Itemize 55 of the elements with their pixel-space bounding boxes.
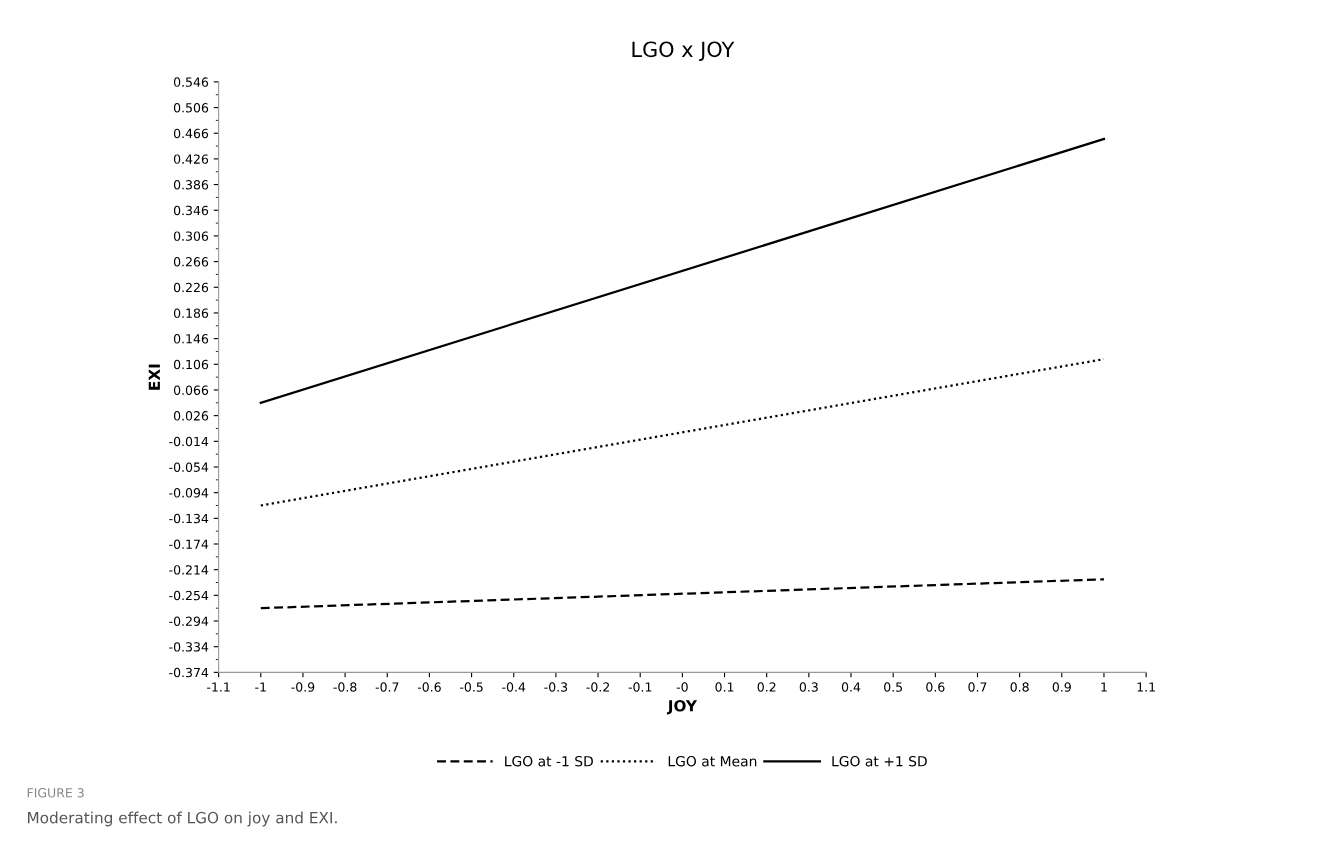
legend-label: LGO at -1 SD [505,755,593,767]
x-axis-title: JOY [666,700,698,715]
y-tick-label: 0.426 [173,154,209,164]
y-tick-label: -0.094 [169,488,209,498]
x-tick-label: 1 [1101,682,1107,692]
x-tick-label: -0.7 [375,682,399,692]
y-tick-label: -0.334 [169,642,209,652]
y-tick-label: -0.374 [169,667,209,678]
y-tick-label: 0.186 [173,308,209,318]
legend-label: LGO at Mean [668,755,757,767]
y-tick-label: 0.106 [173,359,209,370]
y-tick-label: 0.466 [173,128,209,139]
text: Moderating effect of LGO on joy and EXI. [28,811,337,827]
y-tick-label: -0.254 [169,590,209,601]
y-tick-label: 0.306 [173,231,209,241]
x-tick-label: -0.1 [628,682,652,692]
y-axis-title: EXI [148,364,160,390]
x-tick-label: 1.1 [1137,682,1155,692]
y-tick-label: -0.174 [169,539,209,549]
x-tick-label: 0.8 [1010,682,1029,692]
caption: FIGURE 3 [27,788,84,798]
y-tick-label: 0.226 [173,282,209,293]
x-tick-label: -0 [676,682,688,692]
x-tick-label: -0.9 [291,682,315,692]
x-tick-label: -0.5 [460,682,483,692]
chart-title: LGO x JOY [632,41,735,62]
x-tick-label: -0.8 [333,682,357,692]
y-tick-label: -0.014 [169,436,209,447]
y-tick-label: -0.054 [169,462,209,472]
y-tick-label: 0.506 [173,103,209,113]
x-tick-label: -0.3 [544,682,568,692]
y-tick-label: 0.026 [173,411,209,421]
x-tick-label: 0.2 [757,682,776,692]
x-tick-label: 0.5 [884,682,903,692]
y-tick-label: -0.214 [169,565,209,575]
legend-label: LGO at +1 SD [832,755,927,767]
y-tick-label: 0.146 [173,334,209,344]
x-tick-label: 0.7 [968,682,987,692]
y-tick-label: -0.294 [169,616,209,626]
x-tick-label: 0.9 [1052,682,1071,692]
y-tick-label: 0.066 [173,385,209,395]
x-tick-label: 0.4 [841,682,861,692]
x-tick-label: 0.3 [799,682,818,692]
y-tick-label: -0.134 [169,513,209,524]
x-tick-label: -0.2 [586,682,609,692]
y-tick-label: 0.546 [173,77,209,87]
x-tick-label: 0.1 [715,682,734,692]
x-tick-label: -0.4 [502,682,526,692]
y-tick-label: 0.386 [173,180,209,190]
x-tick-label: -0.6 [417,682,441,692]
x-tick-label: -1.1 [207,682,230,692]
x-tick-label: -1 [255,682,266,692]
x-tick-label: 0.6 [926,682,945,692]
y-tick-label: 0.346 [173,205,209,216]
y-tick-label: 0.266 [173,257,209,267]
